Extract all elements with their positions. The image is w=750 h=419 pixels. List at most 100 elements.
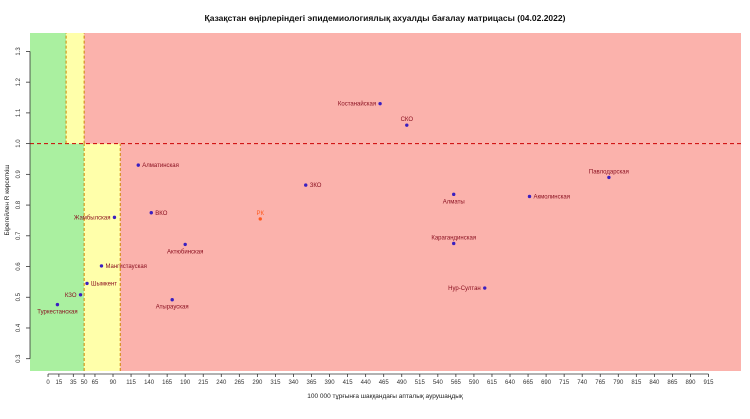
x-tick-label: 165 [162, 380, 173, 386]
data-point [405, 123, 409, 127]
x-tick-label: 340 [288, 380, 299, 386]
data-point [85, 281, 89, 286]
data-label: Актюбинская [167, 249, 203, 255]
zone-yellow [84, 143, 121, 371]
x-tick-label: 665 [523, 380, 534, 386]
chart-title: Қазақстан өңірлеріндегі эпидемиологиялық… [205, 13, 566, 23]
data-point [55, 302, 60, 307]
x-tick-label: 815 [631, 380, 642, 386]
x-tick-label: 840 [649, 380, 660, 386]
x-tick-label: 365 [307, 380, 318, 386]
y-axis-label: Бірегейлен R көрсеткіш [3, 165, 11, 236]
y-tick-label: 0.5 [16, 292, 22, 301]
x-tick-label: 215 [198, 380, 209, 386]
x-tick-label: 265 [234, 380, 245, 386]
y-tick-label: 0.8 [16, 200, 22, 209]
axes: 0.3 0.4 0.5 0.6 0.7 0.8 0.9 1.0 1.1 1.2 1.3 0 15 35 50… [16, 47, 714, 386]
x-tick-label: 740 [577, 380, 588, 386]
data-label: Шымкент [91, 281, 117, 287]
x-tick-label: 90 [110, 380, 117, 386]
data-point [258, 217, 262, 221]
x-tick-label: 790 [613, 380, 624, 386]
data-label: КЗО [65, 293, 77, 299]
data-point [607, 175, 611, 180]
y-tick-label: 1.3 [16, 47, 22, 56]
data-point [99, 264, 104, 268]
data-point [304, 183, 308, 187]
data-point [452, 241, 456, 246]
threshold-lines [30, 33, 741, 371]
data-point [149, 211, 153, 215]
data-point [170, 298, 174, 302]
zone-green [30, 143, 85, 371]
x-tick-label: 890 [685, 380, 696, 386]
x-tick-label: 615 [487, 380, 498, 386]
data-points: Костанайская СКО Павлодарская Алматинская ЗК… [37, 101, 629, 316]
data-point [483, 286, 487, 290]
zone-red [84, 33, 741, 144]
x-tick-label: 0 [46, 380, 50, 386]
x-tick-label: 490 [397, 380, 408, 386]
x-tick-label: 190 [180, 380, 191, 386]
data-label: Акмолинская [534, 194, 570, 200]
data-point [378, 101, 382, 106]
data-label: Алматы [443, 199, 465, 205]
x-tick-label: 240 [216, 380, 227, 386]
data-label: Костанайская [338, 101, 376, 108]
x-tick-label: 65 [92, 380, 99, 386]
x-tick-label: 590 [469, 380, 480, 386]
data-label: Туркестанская [37, 310, 77, 316]
data-label: РК [257, 211, 265, 217]
y-tick-label: 0.3 [16, 354, 22, 363]
x-tick-label: 915 [704, 380, 715, 386]
data-label: ВКО [155, 211, 167, 217]
x-tick-label: 35 [70, 380, 77, 386]
x-axis-label: 100 000 тұрғынға шаққандағы апталық ауру… [307, 393, 463, 400]
x-tick-label: 315 [270, 380, 281, 386]
data-point [527, 194, 532, 199]
x-tick-label: 690 [541, 380, 552, 386]
zone-yellow [66, 33, 85, 144]
data-label: Нур-Султан [448, 286, 481, 292]
x-tick-label: 865 [667, 380, 678, 386]
x-tick-label: 50 [81, 380, 88, 386]
data-label: Карагандинская [431, 235, 476, 241]
data-point [183, 242, 187, 247]
x-tick-label: 765 [595, 380, 606, 386]
data-point [452, 192, 456, 197]
zone-green [30, 33, 67, 144]
data-label: СКО [401, 117, 414, 123]
y-tick-label: 1.1 [16, 108, 22, 117]
data-label: Мангистауская [105, 264, 146, 270]
x-tick-label: 15 [56, 380, 63, 386]
x-tick-label: 290 [252, 380, 263, 386]
data-point [136, 163, 140, 167]
x-tick-label: 540 [433, 380, 444, 386]
x-tick-label: 515 [415, 380, 426, 386]
y-tick-label: 0.9 [16, 170, 22, 179]
zones-layer [30, 33, 742, 371]
y-tick-label: 1.0 [16, 139, 22, 148]
data-point [112, 215, 117, 220]
y-tick-label: 0.7 [16, 231, 22, 240]
y-tick-label: 0.4 [16, 323, 22, 332]
data-label: ЗКО [310, 183, 322, 189]
x-tick-label: 415 [343, 380, 354, 386]
data-label: Жамбылская [74, 215, 111, 221]
x-tick-label: 140 [144, 380, 155, 386]
x-tick-label: 715 [559, 380, 570, 386]
x-tick-label: 565 [451, 380, 462, 386]
y-tick-label: 1.2 [16, 77, 22, 86]
x-tick-label: 465 [379, 380, 390, 386]
x-tick-label: 390 [325, 380, 336, 386]
data-point [78, 293, 83, 297]
zone-red [120, 143, 742, 371]
x-tick-label: 440 [361, 380, 372, 386]
data-label: Алматинская [142, 163, 179, 169]
y-tick-label: 0.6 [16, 262, 22, 271]
data-label: Павлодарская [589, 169, 629, 175]
x-tick-label: 115 [126, 380, 136, 386]
data-label: Атырауская [156, 305, 189, 311]
x-tick-label: 640 [505, 380, 516, 386]
